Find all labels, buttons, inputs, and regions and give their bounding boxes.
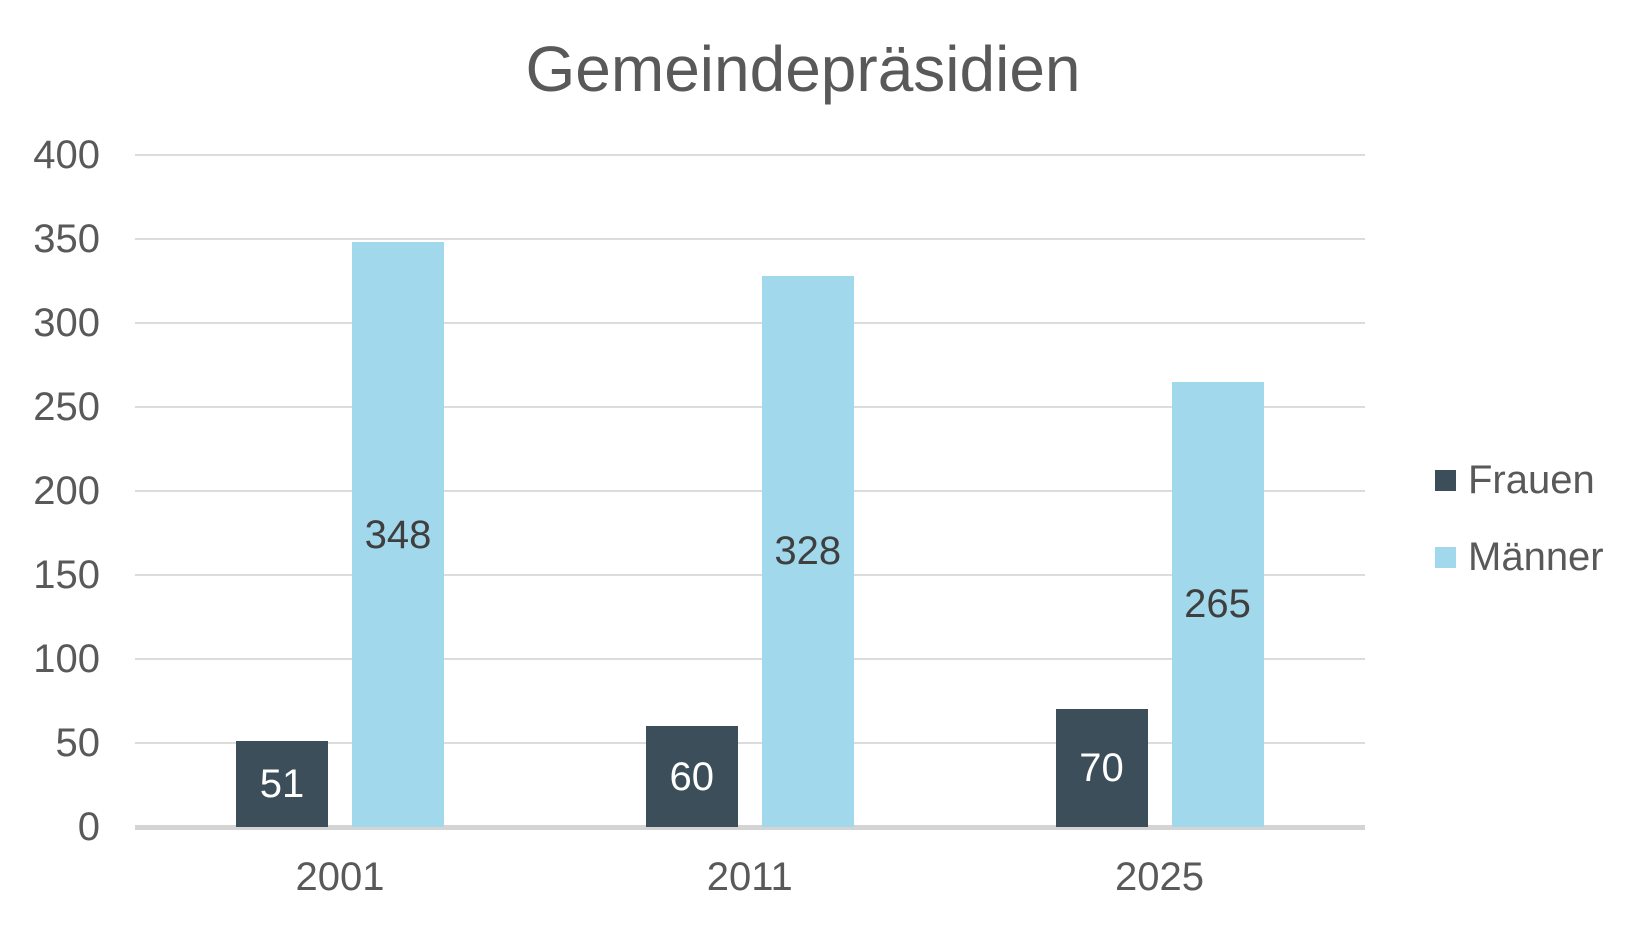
y-tick-400: 400 [33,133,100,177]
bar-label-frauen-2025: 70 [1079,746,1124,791]
bar-label-maenner-2001: 348 [364,512,432,557]
chart-title: Gemeindepräsidien [525,33,1081,105]
bar-frauen-2025 [1055,709,1148,827]
x-axis-line [135,825,1365,830]
y-tick-350: 350 [33,217,100,261]
y-tick-0: 0 [77,805,100,849]
y-tick-150: 150 [33,553,100,597]
bar-label-maenner-2011: 328 [774,529,842,574]
bar-frauen-2001 [236,741,328,827]
bar-label-maenner-2025: 265 [1184,582,1251,627]
legend-label-maenner: Männer [1468,535,1604,579]
bar-label-frauen-2001: 51 [259,762,305,807]
legend-swatch-frauen [1435,469,1456,491]
y-tick-100: 100 [33,637,100,681]
legend-item-maenner: Männer [1435,536,1604,578]
gridline-200 [135,490,1365,492]
bar-label-frauen-2011: 60 [669,754,715,799]
bar-maenner-2001 [352,242,444,827]
bar-maenner-2011 [761,275,854,827]
x-label-2001: 2001 [295,855,385,899]
gridline-150 [135,574,1365,576]
x-label-2025: 2025 [1115,855,1204,899]
y-tick-200: 200 [33,469,100,513]
bar-maenner-2025 [1171,381,1264,827]
y-tick-300: 300 [33,301,100,345]
legend-label-frauen: Frauen [1468,458,1595,502]
y-tick-250: 250 [33,385,100,429]
gridline-350 [135,238,1365,240]
bar-frauen-2011 [645,726,738,827]
gridline-100 [135,658,1365,660]
legend-swatch-maenner [1435,546,1456,568]
legend-item-frauen: Frauen [1435,459,1595,501]
x-label-2011: 2011 [706,855,793,899]
gridline-50 [135,742,1365,744]
gridline-400 [135,154,1365,156]
gridline-250 [135,406,1365,408]
gridline-300 [135,322,1365,324]
y-tick-50: 50 [55,721,101,765]
